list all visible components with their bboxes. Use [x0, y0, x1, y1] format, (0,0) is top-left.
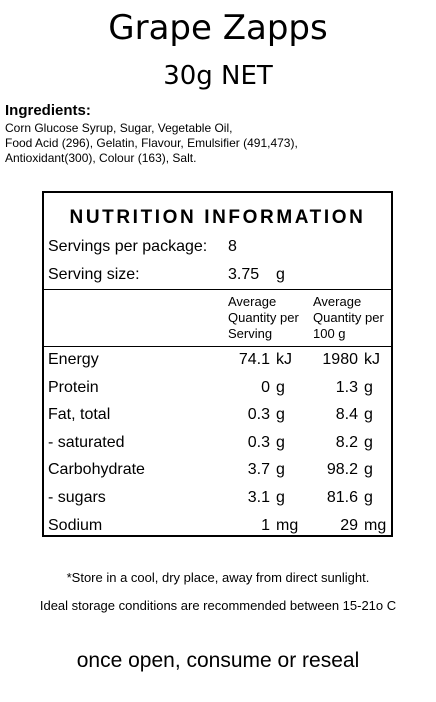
- serving-value: 0: [261, 378, 270, 396]
- per-100g-unit: mg: [364, 516, 387, 534]
- ideal-storage-note: Ideal storage conditions are recommended…: [39, 598, 397, 613]
- col-100g-head: 100 g: [313, 326, 346, 341]
- per-100g-unit: g: [364, 378, 373, 396]
- servings-value: 8: [228, 238, 237, 255]
- per-100g-unit: g: [364, 433, 373, 451]
- col-serving-head: Average: [228, 294, 277, 309]
- per-100g-unit: g: [364, 461, 373, 479]
- nutrition-panel: NUTRITION INFORMATION Servings per packa…: [42, 191, 393, 537]
- nutrient-name: - saturated: [48, 433, 125, 451]
- servings-label: Servings per package:: [48, 238, 208, 255]
- serving-value: 0.3: [247, 406, 270, 424]
- serving-value: 3.7: [247, 461, 270, 479]
- ingredients-heading: Ingredients:: [5, 102, 91, 119]
- serving-value: 0.3: [247, 433, 270, 451]
- per-100g-value: 1980: [322, 351, 358, 368]
- ingredients-line: Food Acid (296), Gelatin, Flavour, Emuls…: [5, 136, 298, 150]
- product-name: Grape Zapps: [108, 8, 328, 48]
- col-serving-head: Serving: [228, 326, 273, 341]
- per-100g-value: 98.2: [326, 461, 358, 479]
- serving-value: 3.1: [247, 489, 270, 506]
- col-serving-head: Quantity per: [228, 310, 299, 325]
- serving-unit: mg: [276, 516, 299, 534]
- per-100g-value: 8.4: [335, 406, 358, 424]
- serving-size-value: 3.75: [228, 266, 260, 283]
- divider: [44, 346, 391, 347]
- per-100g-value: 81.6: [326, 489, 358, 506]
- nutrient-name: Fat, total: [48, 406, 111, 424]
- net-weight: 30g NET: [163, 61, 273, 91]
- nutrient-name: Energy: [48, 351, 99, 368]
- storage-note: *Store in a cool, dry place, away from d…: [66, 570, 370, 585]
- serving-unit: g: [276, 406, 285, 424]
- per-100g-value: 8.2: [335, 433, 358, 451]
- nutrient-name: - sugars: [48, 489, 106, 506]
- nutrition-title: NUTRITION INFORMATION: [69, 207, 366, 228]
- nutrient-name: Carbohydrate: [48, 461, 145, 479]
- per-100g-unit: g: [364, 489, 373, 506]
- serving-unit: g: [276, 433, 285, 451]
- serving-size-unit: g: [276, 266, 285, 283]
- serving-unit: g: [276, 489, 285, 506]
- per-100g-value: 29: [340, 516, 358, 534]
- per-100g-unit: kJ: [364, 351, 380, 368]
- col-100g-head: Quantity per: [313, 310, 384, 325]
- ingredients-line: Corn Glucose Syrup, Sugar, Vegetable Oil…: [5, 121, 233, 135]
- serving-size-label: Serving size:: [48, 266, 140, 283]
- col-100g-head: Average: [313, 294, 362, 309]
- nutrient-name: Protein: [48, 378, 99, 396]
- serving-unit: g: [276, 461, 285, 479]
- per-100g-unit: g: [364, 406, 373, 424]
- serving-unit: kJ: [276, 351, 292, 368]
- serving-unit: g: [276, 378, 285, 396]
- serving-value: 1: [261, 516, 270, 534]
- ingredients-line: Antioxidant(300), Colour (163), Salt.: [5, 151, 197, 165]
- serving-value: 74.1: [238, 351, 270, 368]
- divider: [44, 289, 391, 290]
- reseal-note: once open, consume or reseal: [76, 649, 360, 672]
- nutrient-name: Sodium: [48, 516, 103, 534]
- per-100g-value: 1.3: [335, 378, 358, 396]
